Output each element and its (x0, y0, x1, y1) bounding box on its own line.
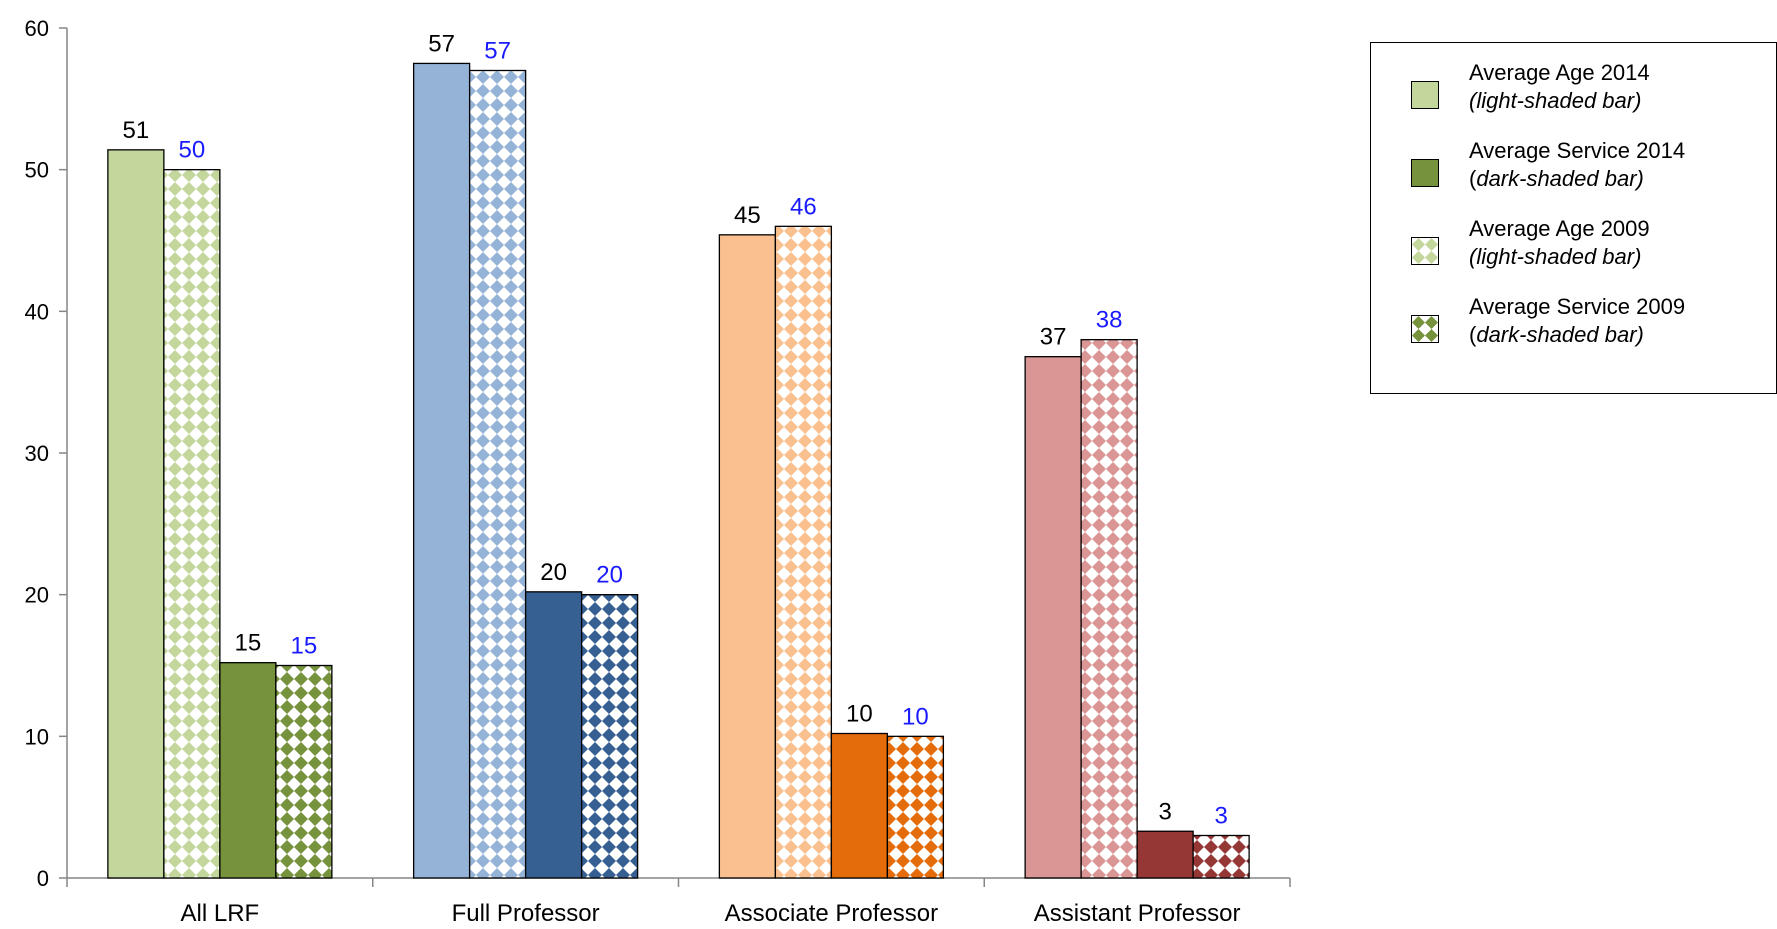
legend-swatch-service-2009 (1411, 315, 1439, 343)
data-label-service2014: 20 (540, 559, 567, 586)
x-tick-label: Full Professor (452, 900, 600, 927)
y-tick-label: 40 (25, 299, 49, 324)
data-label-age2014: 37 (1040, 324, 1067, 351)
data-label-service2009: 15 (291, 633, 318, 660)
data-label-age2009: 46 (790, 193, 817, 220)
legend-label: Average Age 2014 (light-shaded bar) (1469, 60, 1650, 113)
data-label-age2014: 57 (428, 30, 455, 57)
legend-label: Average Age 2009 (light-shaded bar) (1469, 216, 1650, 269)
bar-service2014 (1136, 830, 1194, 879)
y-tick-label: 0 (37, 866, 49, 891)
x-axis: All LRF Full Professor Associate Professor… (66, 877, 1291, 927)
y-tick-label: 20 (25, 583, 49, 608)
data-label-service2009: 20 (596, 562, 623, 589)
data-label-service2014: 3 (1158, 798, 1171, 825)
bar-age2009 (774, 225, 833, 879)
bar-age2014 (1024, 356, 1082, 879)
data-label-service2014: 15 (235, 630, 262, 657)
data-label-age2009: 50 (179, 137, 206, 164)
legend-label: Average Service 2009 (dark-shaded bar) (1469, 294, 1686, 347)
bar-age2009 (1080, 339, 1138, 879)
data-label-age2009: 57 (484, 38, 511, 65)
bar-service2014 (830, 732, 889, 879)
bar-age2009 (163, 169, 221, 879)
y-tick-label: 10 (25, 724, 49, 749)
legend-swatch-age-2009 (1411, 237, 1439, 265)
legend-swatch-service-2014 (1411, 159, 1439, 187)
bar-service2009 (886, 735, 945, 879)
x-tick-label: Assistant Professor (1034, 900, 1241, 927)
y-tick-label: 30 (25, 441, 49, 466)
data-label-age2014: 45 (734, 202, 761, 229)
y-axis: 0 10 20 30 40 50 60 (25, 16, 68, 891)
data-label-age2014: 51 (123, 117, 150, 144)
bar-service2009 (1192, 834, 1250, 879)
legend: Average Age 2014 (light-shaded bar) Aver… (1370, 42, 1777, 394)
bar-age2009 (468, 69, 527, 879)
bar-age2014 (412, 62, 471, 879)
legend-swatch-age-2014 (1411, 81, 1439, 109)
data-label-service2014: 10 (846, 701, 873, 728)
x-tick-label: Associate Professor (725, 900, 938, 927)
bar-service2014 (219, 662, 277, 879)
y-tick-label: 60 (25, 16, 49, 41)
bar-service2009 (580, 594, 639, 879)
x-tick-label: All LRF (181, 900, 260, 927)
legend-label: Average Service 2014 (dark-shaded bar) (1469, 138, 1686, 191)
data-label-service2009: 3 (1214, 803, 1227, 830)
bar-labels: 51 50 15 15 57 57 20 20 45 46 10 10 37 38 3 3 (123, 30, 1228, 829)
bars (107, 62, 1250, 879)
bar-age2014 (718, 234, 777, 879)
bar-service2009 (275, 664, 333, 879)
bar-service2014 (524, 591, 583, 879)
data-label-service2009: 10 (902, 703, 929, 730)
bar-age2014 (107, 149, 165, 879)
y-tick-label: 50 (25, 158, 49, 183)
data-label-age2009: 38 (1096, 307, 1123, 334)
